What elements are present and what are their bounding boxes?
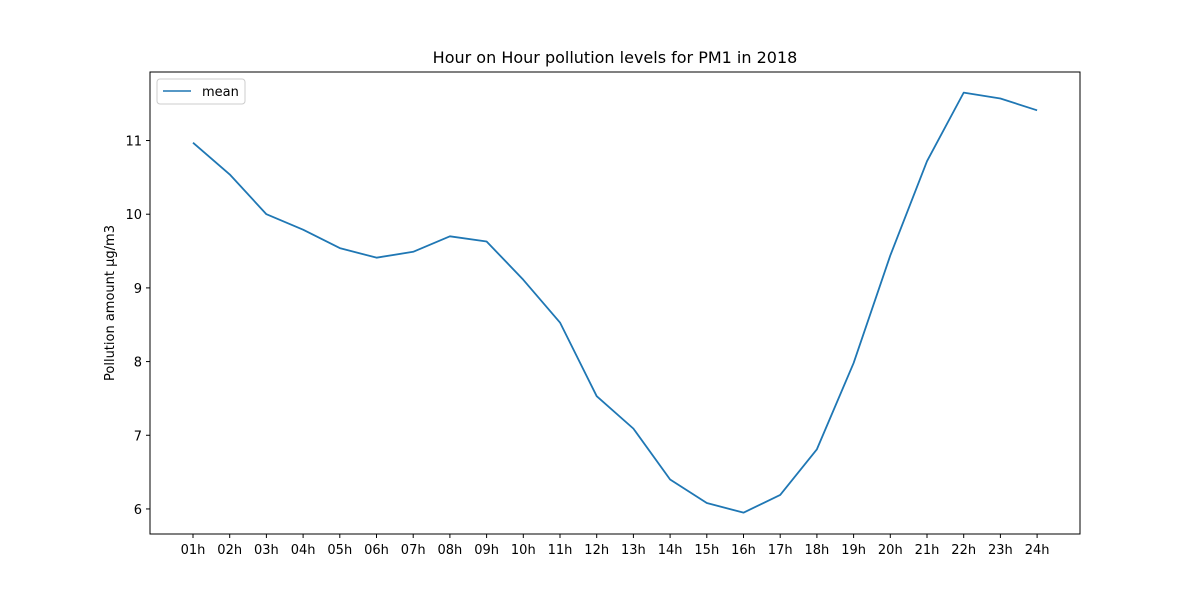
chart-title: Hour on Hour pollution levels for PM1 in… bbox=[433, 48, 798, 67]
y-tick-label: 9 bbox=[134, 282, 142, 297]
x-tick-label: 08h bbox=[438, 543, 463, 558]
legend: mean bbox=[156, 78, 246, 105]
x-tick-label: 23h bbox=[988, 543, 1013, 558]
y-tick-label: 8 bbox=[134, 356, 142, 371]
x-tick-label: 19h bbox=[841, 543, 866, 558]
legend-box bbox=[156, 78, 246, 105]
y-tick-label: 11 bbox=[125, 135, 142, 150]
plot-area-frame bbox=[149, 71, 1081, 535]
series-layer bbox=[192, 91, 1038, 514]
x-tick-label: 07h bbox=[401, 543, 426, 558]
x-tick-label: 14h bbox=[658, 543, 683, 558]
x-tick-label: 06h bbox=[364, 543, 389, 558]
x-tick-label: 20h bbox=[878, 543, 903, 558]
x-tick-label: 04h bbox=[291, 543, 316, 558]
x-axis-ticks: 01h 02h 03h 04h 05h 06h 07h 08h 09h 10h 11h 12h 13h 1… bbox=[181, 534, 1050, 558]
x-tick-label: 05h bbox=[327, 543, 352, 558]
x-tick-label: 22h bbox=[951, 543, 976, 558]
y-tick-label: 7 bbox=[134, 429, 142, 444]
x-tick-label: 12h bbox=[584, 543, 609, 558]
y-axis-ticks: 6 7 8 9 10 11 bbox=[125, 135, 150, 518]
x-tick-label: 11h bbox=[548, 543, 573, 558]
x-tick-label: 16h bbox=[731, 543, 756, 558]
y-tick-label: 6 bbox=[134, 503, 142, 518]
x-tick-label: 17h bbox=[768, 543, 793, 558]
x-tick-label: 18h bbox=[805, 543, 830, 558]
y-tick-label: 10 bbox=[125, 208, 142, 223]
x-tick-label: 10h bbox=[511, 543, 536, 558]
series-line-mean bbox=[192, 91, 1038, 514]
x-tick-label: 03h bbox=[254, 543, 279, 558]
x-tick-label: 24h bbox=[1025, 543, 1050, 558]
x-tick-label: 15h bbox=[694, 543, 719, 558]
x-tick-label: 02h bbox=[217, 543, 242, 558]
y-axis-label: Pollution amount µg/m3 bbox=[103, 225, 118, 381]
legend-label-mean: mean bbox=[202, 85, 239, 100]
x-tick-label: 21h bbox=[915, 543, 940, 558]
x-tick-label: 01h bbox=[181, 543, 206, 558]
x-tick-label: 09h bbox=[474, 543, 499, 558]
x-tick-label: 13h bbox=[621, 543, 646, 558]
